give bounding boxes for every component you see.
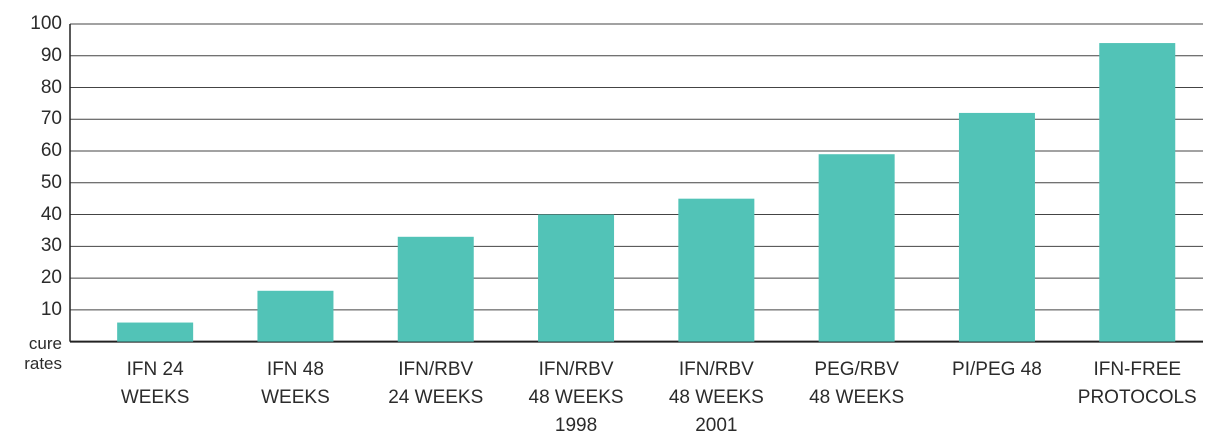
y-tick-label: 10 [40, 298, 62, 320]
y-tick-label: 60 [40, 140, 62, 162]
y-tick-label: 100 [30, 13, 62, 34]
bar [257, 290, 334, 342]
x-tick-label: IFN/RBV 24 WEEKS [388, 359, 484, 408]
x-tick-label: PEG/RBV 48 WEEKS [809, 359, 905, 408]
x-tick-label: IFN/RBV 48 WEEKS 2001 [668, 359, 764, 436]
bar [397, 236, 474, 342]
bar [958, 112, 1035, 342]
y-tick-label: 40 [40, 203, 62, 225]
bar [1099, 43, 1176, 342]
bar [538, 214, 615, 342]
y-tick-label: 80 [40, 76, 62, 98]
bar [818, 154, 895, 342]
y-tick-label: 50 [40, 171, 62, 193]
y-tick-label: cure rates [24, 333, 62, 373]
x-tick-label: IFN 48 WEEKS [261, 359, 330, 408]
x-tick-label: IFN 24 WEEKS [120, 359, 190, 408]
x-tick-label: IFN-FREE PROTOCOLS [1077, 359, 1197, 408]
y-tick-label: 90 [40, 44, 62, 66]
y-tick-label: 20 [40, 267, 62, 289]
bar [678, 198, 755, 342]
x-tick-label: PI/PEG 48 [952, 359, 1042, 380]
y-tick-label: 30 [40, 235, 62, 257]
x-tick-label: IFN/RBV 48 WEEKS 1998 [528, 359, 624, 436]
y-tick-label: 70 [40, 108, 62, 130]
bar [117, 322, 194, 342]
